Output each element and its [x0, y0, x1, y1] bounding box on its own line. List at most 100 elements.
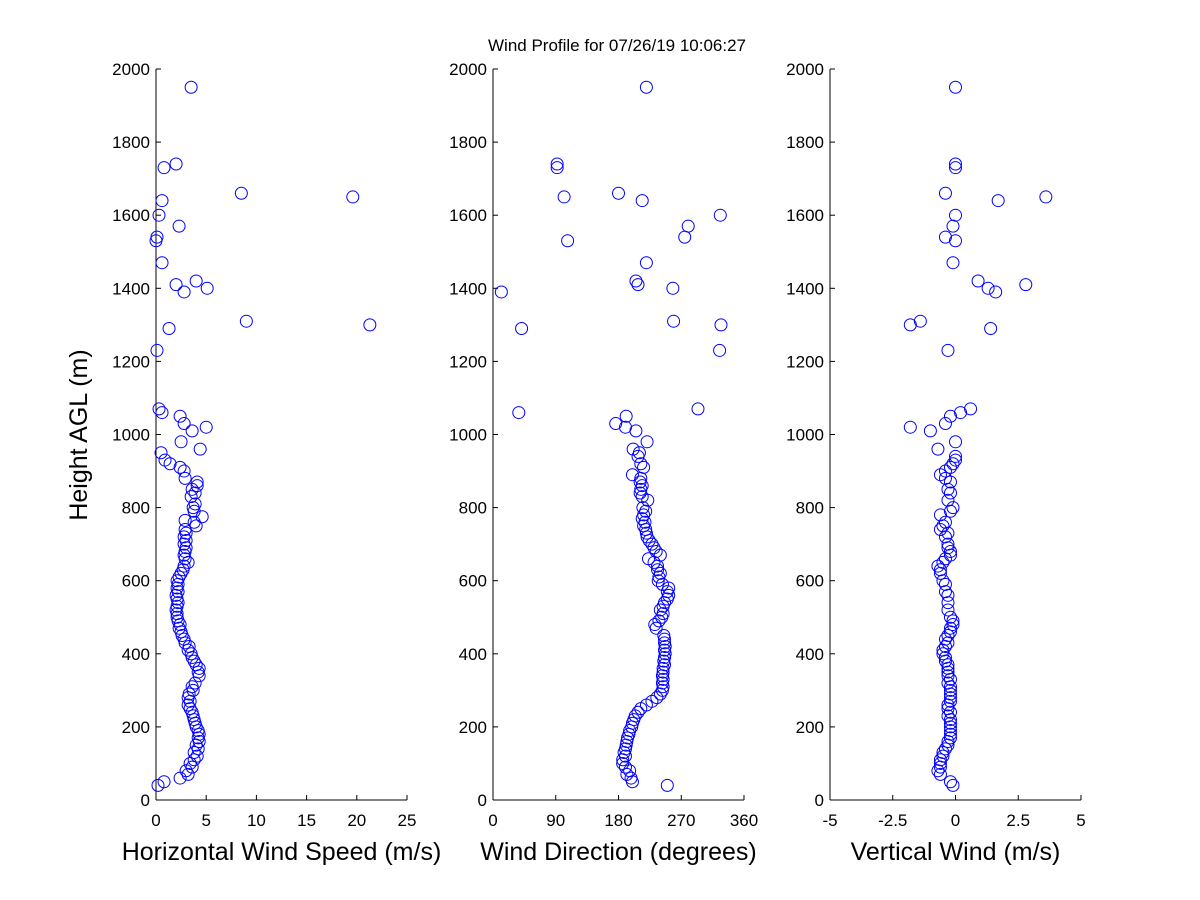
- y-tick-label: 2000: [449, 60, 487, 79]
- data-point: [192, 661, 206, 675]
- data-point: [943, 694, 957, 708]
- y-tick-label: 1800: [786, 133, 824, 152]
- data-points: [149, 80, 377, 792]
- data-point: [645, 694, 659, 708]
- data-point: [655, 577, 669, 591]
- data-point: [938, 515, 952, 529]
- data-point: [949, 453, 962, 467]
- data-point: [943, 727, 957, 741]
- data-point: [933, 523, 947, 537]
- data-point: [971, 274, 985, 288]
- data-point: [624, 771, 638, 785]
- data-point: [494, 285, 508, 299]
- y-tick-label: 600: [122, 572, 150, 591]
- data-point: [943, 683, 957, 697]
- data-point: [172, 570, 186, 584]
- y-tick-label: 2000: [112, 60, 150, 79]
- data-point: [666, 281, 680, 295]
- data-point: [949, 208, 962, 222]
- data-point: [949, 435, 962, 449]
- data-point: [190, 479, 204, 493]
- data-point: [1019, 278, 1033, 292]
- data-point: [635, 479, 649, 493]
- data-point: [625, 468, 639, 482]
- y-tick-label: 1800: [449, 133, 487, 152]
- data-point: [150, 343, 164, 357]
- data-point: [691, 402, 705, 416]
- data-point: [179, 541, 193, 555]
- x-tick-label: 90: [546, 811, 565, 830]
- data-point: [640, 435, 654, 449]
- y-tick-label: 1400: [786, 279, 824, 298]
- data-point: [943, 731, 957, 745]
- data-point: [938, 577, 952, 591]
- data-point: [178, 513, 192, 527]
- data-point: [933, 563, 947, 577]
- data-point: [173, 409, 187, 423]
- data-point: [936, 647, 950, 661]
- y-tick-label: 600: [796, 572, 824, 591]
- y-tick-label: 0: [141, 791, 150, 810]
- data-point: [943, 724, 957, 738]
- data-point: [651, 563, 665, 577]
- data-point: [713, 343, 727, 357]
- panel-3: 0 200 400 600 800 1000 1200 1400 1600 1800 2000 -5 -…: [786, 60, 1086, 866]
- data-point: [184, 490, 198, 504]
- data-point: [933, 508, 947, 522]
- y-tick-label: 0: [815, 791, 824, 810]
- data-point: [645, 537, 659, 551]
- data-point: [174, 435, 188, 449]
- data-point: [182, 687, 196, 701]
- y-tick-label: 1800: [112, 133, 150, 152]
- data-point: [177, 417, 191, 431]
- data-point: [158, 453, 172, 467]
- y-tick-label: 1400: [112, 279, 150, 298]
- data-point: [946, 256, 960, 270]
- data-point: [185, 424, 199, 438]
- data-point: [949, 157, 962, 171]
- data-point: [550, 157, 564, 171]
- y-tick-label: 1200: [449, 352, 487, 371]
- y-tick-label: 1000: [112, 426, 150, 445]
- data-point: [631, 705, 645, 719]
- data-point: [635, 194, 649, 208]
- data-point: [938, 417, 952, 431]
- x-axis-label: Horizontal Wind Speed (m/s): [122, 838, 442, 866]
- y-tick-label: 400: [796, 645, 824, 664]
- data-point: [713, 208, 727, 222]
- data-point: [178, 471, 192, 485]
- data-point: [187, 654, 201, 668]
- data-point: [938, 632, 952, 646]
- data-point: [550, 161, 564, 175]
- data-point: [943, 486, 957, 500]
- data-point: [938, 186, 952, 200]
- data-points: [903, 80, 1053, 792]
- y-tick-label: 800: [796, 499, 824, 518]
- data-point: [185, 760, 199, 774]
- x-tick-label: 15: [297, 811, 316, 830]
- data-point: [199, 420, 213, 434]
- data-point: [169, 278, 183, 292]
- x-tick-label: 5: [1076, 811, 1085, 830]
- data-point: [618, 760, 632, 774]
- data-point: [639, 80, 653, 94]
- data-point: [647, 541, 661, 555]
- data-point: [941, 676, 955, 690]
- data-point: [938, 230, 952, 244]
- data-point: [186, 501, 200, 515]
- data-point: [155, 406, 169, 420]
- data-point: [949, 80, 962, 94]
- data-point: [638, 515, 652, 529]
- data-point: [154, 446, 168, 460]
- data-point: [515, 322, 529, 336]
- data-point: [941, 493, 955, 507]
- data-point: [637, 460, 651, 474]
- data-point: [653, 603, 667, 617]
- x-tick-label: 25: [398, 811, 417, 830]
- y-tick-label: 800: [459, 499, 487, 518]
- data-point: [172, 219, 186, 233]
- data-point: [182, 639, 196, 653]
- data-point: [189, 274, 203, 288]
- y-tick-label: 1000: [449, 426, 487, 445]
- data-point: [177, 530, 191, 544]
